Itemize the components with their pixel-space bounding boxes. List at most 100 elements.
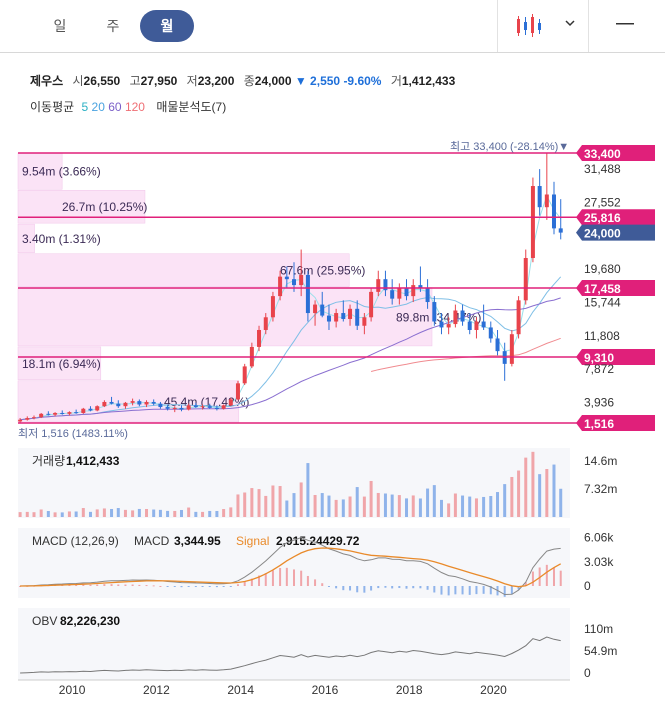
obv-tick-label: 110m (584, 622, 613, 636)
macd-histogram-bar (75, 585, 78, 587)
volume-bar (524, 457, 528, 517)
volume-bar (187, 507, 191, 517)
candle-body (179, 407, 184, 410)
volume-bar (95, 509, 99, 517)
volume-bar (194, 511, 198, 517)
ma-5: 5 (81, 100, 89, 114)
volume-bar (18, 512, 22, 517)
candle-body (313, 304, 318, 314)
macd-histogram-bar (314, 579, 317, 586)
volume-bar (88, 511, 92, 517)
candle-body (453, 310, 458, 325)
candle-body (397, 287, 402, 299)
indicator-legend[interactable]: 이동평균 5 20 60 120 매물분석도(7) (30, 100, 227, 114)
tab-week[interactable]: 주 (106, 18, 120, 34)
tab-month[interactable]: 월 (140, 10, 194, 42)
change-value: ▼ 2,550 (294, 74, 341, 88)
candle-body (544, 194, 549, 208)
macd-histogram-bar (405, 586, 408, 589)
price-tag (576, 280, 655, 296)
price-tag-label: 25,816 (584, 211, 621, 225)
menu-icon[interactable] (616, 22, 636, 26)
volume-bar (369, 480, 373, 517)
x-tick-label: 2010 (59, 683, 86, 697)
macd-histogram-bar (285, 567, 288, 586)
chart-type-icon[interactable] (514, 11, 544, 41)
macd-histogram-bar (370, 586, 373, 591)
candle-body (460, 310, 465, 322)
volume-bar (81, 508, 85, 517)
volume-bar (179, 509, 183, 517)
candle-body (151, 401, 156, 404)
macd-histogram-bar (215, 586, 218, 588)
candle-body (334, 313, 339, 322)
volume-bar (285, 500, 289, 517)
volume-bar (503, 484, 507, 517)
candle-body (418, 285, 423, 288)
volume-bar (355, 487, 359, 517)
macd-histogram-bar (187, 586, 190, 588)
macd-histogram-bar (356, 586, 359, 593)
volume-tick-label: 14.6m (584, 454, 617, 468)
volume-bar (131, 510, 135, 517)
obv-tick-label: 54.9m (584, 644, 617, 658)
volume-bar (453, 493, 457, 517)
macd-histogram-bar (117, 584, 120, 586)
candle-body (439, 321, 444, 328)
moving-average-line (20, 276, 562, 421)
macd-histogram-bar (194, 586, 197, 588)
volume-bar (46, 511, 50, 517)
candle-body (200, 406, 205, 408)
y-tick-label: 31,488 (584, 162, 621, 176)
macd-histogram-bar (110, 584, 113, 586)
volume-bar (152, 509, 156, 517)
macd-histogram-bar (152, 585, 155, 587)
candle-body (411, 285, 416, 297)
candle-body (488, 327, 493, 339)
candle-body (516, 300, 521, 335)
macd-histogram-bar (510, 586, 513, 595)
volume-bar (123, 509, 127, 517)
tab-day[interactable]: 일 (53, 18, 67, 34)
volume-bar (320, 493, 324, 517)
x-tick-label: 2020 (480, 683, 507, 697)
x-tick-label: 2012 (143, 683, 170, 697)
macd-histogram-bar (321, 583, 324, 586)
obv-value: 82,226,230 (60, 614, 120, 628)
macd-histogram-bar (377, 586, 380, 589)
chevron-down-icon[interactable] (564, 17, 576, 29)
macd-histogram-bar (531, 571, 534, 586)
volume-bar (264, 495, 268, 517)
macd-histogram-bar (398, 586, 401, 589)
volume-bar (552, 464, 556, 517)
candle-body (284, 276, 289, 280)
macd-histogram-bar (524, 582, 527, 586)
macd-histogram-bar (124, 584, 127, 586)
volume-value: 1,412,433 (66, 454, 120, 468)
candle-body (530, 186, 535, 259)
candle-body (130, 401, 135, 403)
price-tag (576, 415, 655, 431)
price-tag-label: 33,400 (584, 147, 621, 161)
macd-histogram-bar (475, 586, 478, 595)
macd-value: 3,344.95 (174, 534, 221, 548)
volume-bar (517, 470, 521, 517)
quote-summary: 제우스 시26,550 고27,950 저23,200 종24,000 ▼ 2,… (30, 74, 456, 88)
candle-body (144, 401, 149, 405)
signal-value: 2,915.24429.72 (276, 534, 360, 548)
candle-body (18, 419, 23, 422)
macd-histogram-bar (559, 570, 562, 586)
candle-body (95, 406, 100, 411)
price-tag (576, 209, 655, 226)
macd-histogram-bar (545, 564, 548, 586)
candle-body (137, 401, 142, 405)
macd-tick-label: 6.06k (584, 531, 614, 545)
volume-bar (474, 498, 478, 517)
candle-body (537, 186, 542, 208)
volume-bar (510, 476, 514, 517)
macd-histogram-bar (327, 586, 330, 587)
macd-histogram-bar (180, 586, 183, 588)
price-tag-label: 17,458 (584, 282, 621, 296)
volume-bar (236, 494, 240, 517)
